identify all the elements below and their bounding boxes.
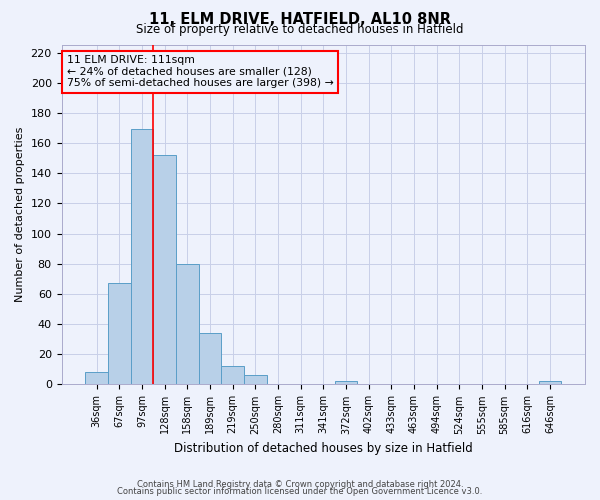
Text: Contains HM Land Registry data © Crown copyright and database right 2024.: Contains HM Land Registry data © Crown c… [137,480,463,489]
Bar [85,372,108,384]
X-axis label: Distribution of detached houses by size in Hatfield: Distribution of detached houses by size … [174,442,473,455]
Text: 11 ELM DRIVE: 111sqm
← 24% of detached houses are smaller (128)
75% of semi-deta: 11 ELM DRIVE: 111sqm ← 24% of detached h… [67,55,334,88]
Bar [154,155,176,384]
Y-axis label: Number of detached properties: Number of detached properties [15,127,25,302]
Text: Size of property relative to detached houses in Hatfield: Size of property relative to detached ho… [136,22,464,36]
Bar [539,382,561,384]
Bar [335,382,357,384]
Bar [221,366,244,384]
Bar [199,333,221,384]
Bar [108,284,131,384]
Bar [176,264,199,384]
Bar [131,130,154,384]
Text: 11, ELM DRIVE, HATFIELD, AL10 8NR: 11, ELM DRIVE, HATFIELD, AL10 8NR [149,12,451,28]
Text: Contains public sector information licensed under the Open Government Licence v3: Contains public sector information licen… [118,487,482,496]
Bar [244,376,266,384]
